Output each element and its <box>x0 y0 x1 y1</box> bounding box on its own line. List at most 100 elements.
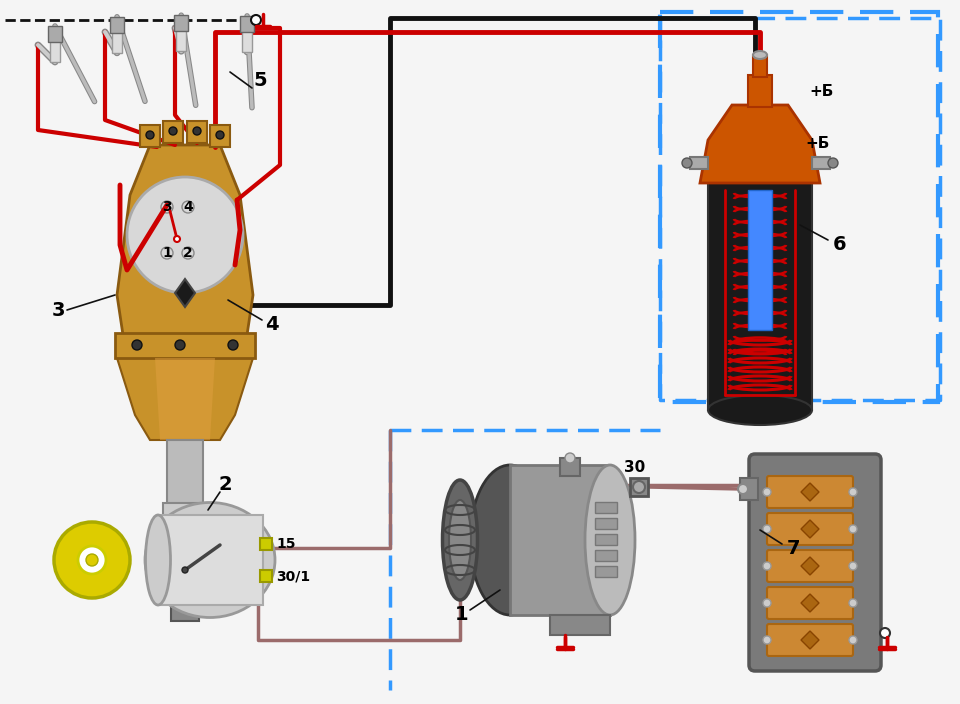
Circle shape <box>738 484 748 494</box>
Text: 1: 1 <box>455 605 468 624</box>
Bar <box>140 125 160 147</box>
Bar <box>510 465 610 615</box>
FancyBboxPatch shape <box>767 550 853 582</box>
Text: +Б: +Б <box>805 135 830 151</box>
Bar <box>50 40 60 62</box>
Circle shape <box>182 567 188 573</box>
Circle shape <box>849 525 857 533</box>
Circle shape <box>763 636 771 644</box>
Circle shape <box>828 158 838 168</box>
Circle shape <box>228 340 238 350</box>
Circle shape <box>193 127 201 135</box>
Circle shape <box>849 488 857 496</box>
Bar <box>242 30 252 52</box>
Bar <box>740 478 758 500</box>
Bar <box>708 180 812 410</box>
Circle shape <box>849 636 857 644</box>
Bar <box>165 571 205 601</box>
Ellipse shape <box>443 480 477 600</box>
Ellipse shape <box>146 515 171 605</box>
Circle shape <box>633 481 645 493</box>
Bar <box>595 566 617 577</box>
Bar <box>187 121 207 143</box>
Text: 1: 1 <box>162 246 172 260</box>
Bar <box>110 17 124 33</box>
Polygon shape <box>801 520 819 538</box>
Circle shape <box>763 488 771 496</box>
Circle shape <box>175 340 185 350</box>
Bar <box>167 440 203 510</box>
Ellipse shape <box>708 395 812 425</box>
Text: 2: 2 <box>218 475 231 494</box>
Bar <box>748 190 772 330</box>
Bar <box>595 502 617 513</box>
FancyBboxPatch shape <box>767 513 853 545</box>
Circle shape <box>78 546 106 574</box>
Polygon shape <box>801 557 819 575</box>
Text: 5: 5 <box>253 70 267 89</box>
Circle shape <box>682 158 692 168</box>
Circle shape <box>174 236 180 242</box>
Text: 7: 7 <box>786 539 800 558</box>
Bar <box>115 333 255 358</box>
Circle shape <box>763 599 771 607</box>
Circle shape <box>251 15 261 25</box>
Bar <box>112 31 122 53</box>
Polygon shape <box>801 483 819 501</box>
Bar <box>690 157 708 169</box>
Text: 30/1: 30/1 <box>276 569 310 583</box>
Bar <box>240 16 254 32</box>
Circle shape <box>86 554 98 566</box>
FancyBboxPatch shape <box>749 454 881 671</box>
Bar <box>163 121 183 143</box>
Circle shape <box>132 340 142 350</box>
Ellipse shape <box>145 503 275 617</box>
Bar <box>177 29 186 51</box>
Bar <box>753 55 767 77</box>
Bar <box>158 515 263 605</box>
Circle shape <box>169 127 177 135</box>
Ellipse shape <box>470 465 550 615</box>
Polygon shape <box>155 358 215 440</box>
Bar <box>550 615 610 635</box>
Text: 3: 3 <box>162 200 172 214</box>
Text: 4: 4 <box>183 200 193 214</box>
Text: 15: 15 <box>276 537 296 551</box>
Bar <box>812 157 830 169</box>
Text: 6: 6 <box>833 236 847 255</box>
Text: 3: 3 <box>51 301 64 320</box>
Bar <box>560 458 580 476</box>
Circle shape <box>146 131 154 139</box>
Text: 2: 2 <box>183 246 193 260</box>
Ellipse shape <box>585 465 635 615</box>
Bar <box>595 550 617 561</box>
Text: 30: 30 <box>624 460 646 475</box>
Bar <box>595 534 617 545</box>
Circle shape <box>127 177 243 293</box>
Polygon shape <box>117 358 253 440</box>
Polygon shape <box>700 105 820 183</box>
Bar <box>174 15 188 31</box>
Bar <box>48 26 62 42</box>
Circle shape <box>880 628 890 638</box>
Circle shape <box>216 131 224 139</box>
Bar <box>748 75 772 107</box>
Text: 4: 4 <box>265 315 278 334</box>
Text: +Б: +Б <box>810 84 834 99</box>
Polygon shape <box>117 145 253 335</box>
Bar <box>260 538 272 550</box>
Circle shape <box>565 453 575 463</box>
Bar <box>171 601 199 621</box>
Circle shape <box>849 599 857 607</box>
Bar <box>660 12 938 402</box>
Bar <box>260 570 272 582</box>
Circle shape <box>763 525 771 533</box>
Ellipse shape <box>753 51 767 59</box>
Circle shape <box>849 562 857 570</box>
Bar <box>163 503 207 521</box>
FancyBboxPatch shape <box>767 476 853 508</box>
Bar <box>630 478 648 496</box>
Circle shape <box>763 562 771 570</box>
Polygon shape <box>801 631 819 649</box>
Bar <box>171 521 199 571</box>
